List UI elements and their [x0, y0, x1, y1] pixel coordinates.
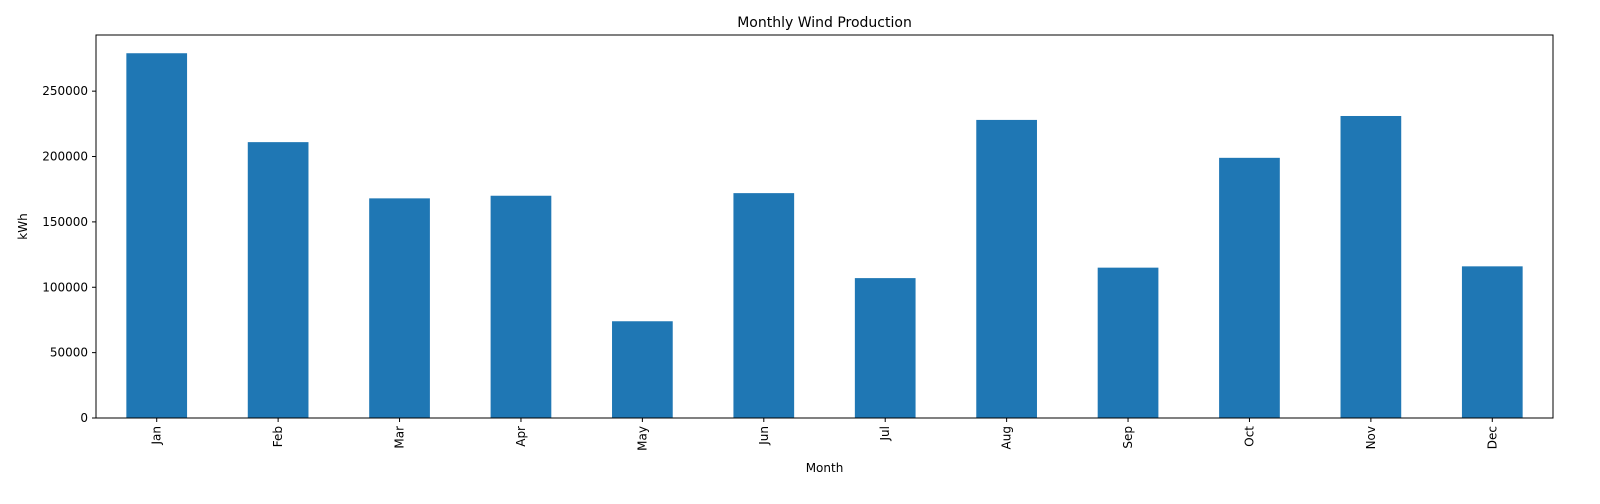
bar-oct — [1219, 157, 1280, 418]
chart-title: Monthly Wind Production — [737, 15, 912, 31]
x-tick-label: Oct — [1242, 426, 1256, 447]
x-tick-label: Sep — [1121, 426, 1135, 449]
x-tick-label: Apr — [514, 426, 528, 447]
bar-aug — [976, 119, 1037, 418]
bar-feb — [247, 142, 309, 419]
x-tick-label: Feb — [271, 426, 285, 447]
bar-jul — [854, 278, 916, 418]
bar-jan — [126, 53, 188, 418]
bar-jun — [733, 193, 795, 418]
y-tick-label: 200000 — [42, 150, 88, 164]
x-axis-ticks: Jan Feb Mar Apr May Jun Jul Aug Sep Oct Nov Dec — [150, 418, 1499, 451]
x-tick-label: May — [635, 426, 649, 451]
x-tick-label: Aug — [1000, 426, 1014, 449]
x-tick-label: Jun — [757, 426, 771, 446]
y-tick-label: 150000 — [42, 215, 88, 229]
bar-mar — [369, 198, 430, 418]
y-tick-label: 0 — [80, 411, 88, 425]
x-tick-label: Jan — [150, 426, 164, 446]
bar-dec — [1461, 266, 1523, 418]
y-axis-title: kWh — [16, 213, 30, 239]
bar-sep — [1097, 267, 1159, 418]
bar-may — [612, 321, 673, 418]
bar-apr — [490, 195, 552, 418]
y-tick-label: 50000 — [50, 346, 88, 360]
bars-layer — [126, 53, 1523, 419]
x-tick-label: Nov — [1364, 426, 1378, 449]
x-tick-label: Mar — [393, 426, 407, 449]
y-axis-ticks: 0 50000 100000 150000 200000 250000 — [42, 84, 96, 425]
x-axis-title: Month — [806, 461, 844, 475]
x-tick-label: Jul — [878, 426, 892, 441]
bar-nov — [1340, 115, 1402, 418]
x-tick-label: Dec — [1485, 426, 1499, 449]
y-tick-label: 100000 — [42, 280, 88, 294]
y-tick-label: 250000 — [42, 84, 88, 98]
plot-frame — [95, 34, 1554, 419]
